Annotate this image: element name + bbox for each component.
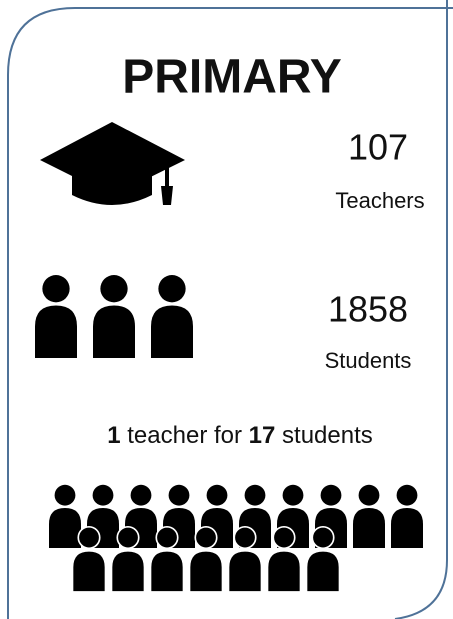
teachers-label: Teachers [335, 188, 424, 213]
ratio-teachers: 1 [107, 422, 120, 449]
students-label: Students [325, 348, 412, 373]
graduation-cap-icon [40, 122, 185, 205]
students-icon [35, 275, 193, 358]
frame-top-left [7, 7, 453, 619]
ratio: 1 teacher for 17 students [107, 422, 373, 449]
frame-right [394, 0, 448, 619]
ratio-middle: teacher for [121, 422, 249, 449]
students-count: 1858 [328, 289, 408, 330]
ratio-students: 17 [249, 422, 276, 449]
title: PRIMARY [122, 51, 342, 104]
crowd-icon [49, 484, 423, 592]
ratio-end: students [275, 422, 372, 449]
teachers-count: 107 [348, 127, 408, 168]
